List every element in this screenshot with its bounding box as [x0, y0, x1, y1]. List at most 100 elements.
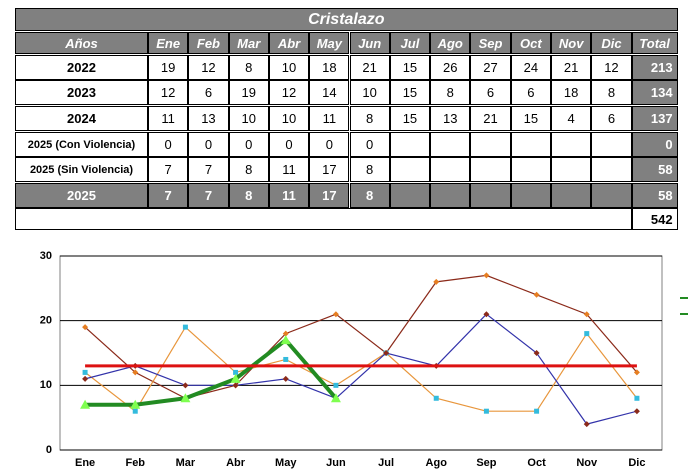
- value-cell: 15: [389, 106, 431, 131]
- marker: [433, 395, 439, 401]
- value-cell: 8: [349, 183, 390, 208]
- value-cell: 10: [228, 106, 269, 131]
- value-cell: 21: [551, 55, 592, 80]
- empty-cell: [510, 183, 551, 208]
- value-cell: 10: [268, 106, 310, 131]
- value-cell: 8: [430, 80, 471, 105]
- value-cell: 11: [309, 106, 350, 131]
- x-tick-label: Dic: [628, 457, 645, 469]
- header-cell: Ago: [430, 32, 471, 54]
- empty-cell: [430, 183, 471, 208]
- value-cell: 8: [349, 106, 390, 131]
- x-tick-label: Oct: [527, 457, 546, 469]
- total-cell: 0: [631, 132, 678, 157]
- value-cell: 8: [228, 183, 269, 208]
- value-cell: 8: [228, 55, 269, 80]
- value-cell: 18: [551, 80, 592, 105]
- empty-cell: [510, 157, 551, 182]
- value-cell: 11: [148, 106, 189, 131]
- total-cell: 213: [631, 55, 678, 80]
- x-tick-label: Nov: [576, 457, 598, 469]
- value-cell: 11: [268, 183, 310, 208]
- empty-cell: [470, 183, 511, 208]
- x-tick-label: Ago: [426, 457, 448, 469]
- value-cell: 17: [309, 183, 350, 208]
- empty-cell: [591, 132, 632, 157]
- value-cell: 7: [148, 183, 189, 208]
- header-cell: Dic: [591, 32, 632, 54]
- header-cell: Nov: [551, 32, 592, 54]
- y-tick-label: 0: [46, 444, 52, 456]
- value-cell: 12: [188, 55, 229, 80]
- marker: [233, 369, 239, 375]
- grand-total: 542: [631, 208, 678, 230]
- marker: [433, 278, 440, 285]
- empty-cell: [389, 183, 431, 208]
- value-cell: 8: [349, 157, 390, 182]
- x-tick-label: Jun: [326, 457, 346, 469]
- value-cell: 13: [188, 106, 229, 131]
- plot-area: [59, 255, 663, 451]
- empty-cell: [551, 157, 592, 182]
- empty-cell: [591, 157, 632, 182]
- empty-cell: [470, 157, 511, 182]
- marker: [182, 382, 189, 389]
- marker: [82, 369, 88, 375]
- value-cell: 0: [188, 132, 229, 157]
- value-cell: 19: [148, 55, 189, 80]
- header-cell: Jul: [389, 32, 431, 54]
- header-cell: Feb: [188, 32, 229, 54]
- empty-cell: [551, 132, 592, 157]
- empty-cell: [551, 183, 592, 208]
- value-cell: 18: [309, 55, 350, 80]
- x-tick-label: Abr: [226, 457, 246, 469]
- marker: [132, 369, 139, 376]
- header-cell: Abr: [268, 32, 310, 54]
- marker: [82, 375, 89, 382]
- value-cell: 24: [510, 55, 551, 80]
- marker: [633, 369, 640, 376]
- marker: [130, 399, 141, 409]
- empty-cell: [470, 132, 511, 157]
- value-cell: 10: [349, 80, 390, 105]
- header-cell: Ene: [148, 32, 189, 54]
- value-cell: 6: [470, 80, 511, 105]
- value-cell: 27: [470, 55, 511, 80]
- value-cell: 21: [349, 55, 390, 80]
- header-cell: Años: [15, 32, 148, 54]
- x-tick-label: May: [275, 457, 297, 469]
- total-cell: 134: [631, 80, 678, 105]
- marker: [333, 382, 339, 388]
- value-cell: 15: [389, 55, 431, 80]
- value-cell: 7: [188, 183, 229, 208]
- value-cell: 17: [309, 157, 350, 182]
- value-cell: 14: [309, 80, 350, 105]
- value-cell: 26: [430, 55, 471, 80]
- marker: [533, 350, 540, 356]
- series-line: [84, 274, 638, 399]
- empty-cell: [591, 183, 632, 208]
- marker: [180, 393, 191, 403]
- value-cell: 0: [309, 132, 350, 157]
- marker: [283, 356, 289, 362]
- empty-cell: [389, 132, 431, 157]
- chart: 0 10 20 30 Ene Feb Mar Abr May Jun Jul Ago Sep Oct Nov…: [40, 250, 688, 469]
- marker: [533, 291, 540, 298]
- value-cell: 12: [591, 55, 632, 80]
- x-tick-label: Sep: [476, 457, 496, 469]
- value-cell: 0: [349, 132, 390, 157]
- value-cell: 13: [430, 106, 471, 131]
- value-cell: 10: [268, 55, 310, 80]
- row-label: 2025: [15, 183, 148, 208]
- marker: [483, 311, 490, 318]
- y-tick-label: 10: [40, 379, 52, 391]
- x-tick-label: Mar: [176, 457, 196, 469]
- value-cell: 4: [551, 106, 592, 131]
- marker: [383, 350, 390, 356]
- value-cell: 0: [148, 132, 189, 157]
- header-cell: Mar: [228, 32, 269, 54]
- marker: [634, 395, 640, 401]
- marker: [583, 421, 590, 428]
- value-cell: 15: [389, 80, 431, 105]
- marker: [483, 408, 489, 414]
